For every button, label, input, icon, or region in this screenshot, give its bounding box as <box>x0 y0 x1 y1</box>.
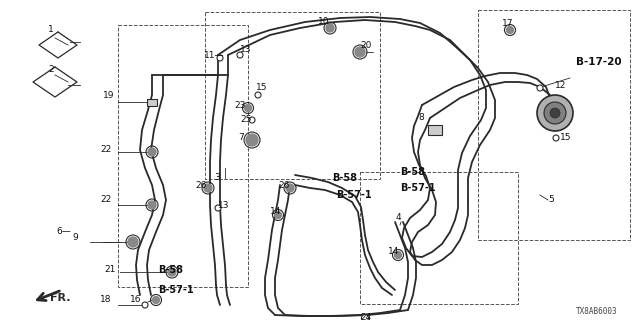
Circle shape <box>506 27 513 34</box>
Text: 26: 26 <box>278 180 289 189</box>
Circle shape <box>128 237 138 247</box>
Text: 19: 19 <box>103 92 115 100</box>
Text: 1: 1 <box>48 26 54 35</box>
Circle shape <box>275 212 282 219</box>
Bar <box>360 172 518 304</box>
Bar <box>428 125 442 135</box>
Text: 17: 17 <box>502 20 513 28</box>
Text: B-58: B-58 <box>332 173 357 183</box>
Circle shape <box>249 117 255 123</box>
Text: B-57-1: B-57-1 <box>158 285 194 295</box>
Circle shape <box>286 184 294 192</box>
Text: 6—: 6— <box>56 228 71 236</box>
Text: B-57-1: B-57-1 <box>400 183 436 193</box>
Circle shape <box>152 297 159 303</box>
Circle shape <box>255 92 261 98</box>
Text: 18: 18 <box>100 295 111 305</box>
Text: 15: 15 <box>560 133 572 142</box>
Text: 20: 20 <box>360 42 371 51</box>
Text: TX8AB6003: TX8AB6003 <box>577 307 618 316</box>
Text: 2: 2 <box>48 66 54 75</box>
Text: 13: 13 <box>218 201 230 210</box>
Text: 3: 3 <box>214 173 220 182</box>
Text: 14: 14 <box>388 247 399 257</box>
Text: 8: 8 <box>418 114 424 123</box>
Bar <box>118 25 248 287</box>
Text: 10: 10 <box>318 18 330 27</box>
Circle shape <box>537 85 543 91</box>
Circle shape <box>246 134 258 146</box>
Text: 22: 22 <box>100 196 111 204</box>
Text: 14: 14 <box>270 207 282 217</box>
Circle shape <box>355 47 365 57</box>
Text: 16: 16 <box>130 295 141 305</box>
Bar <box>478 10 630 240</box>
Circle shape <box>244 105 252 111</box>
Text: 26: 26 <box>195 180 206 189</box>
Circle shape <box>148 148 156 156</box>
Circle shape <box>237 52 243 58</box>
Text: 15: 15 <box>256 84 268 92</box>
Text: 23: 23 <box>234 100 245 109</box>
Circle shape <box>394 252 401 259</box>
Text: FR.: FR. <box>50 293 70 303</box>
Circle shape <box>362 315 369 320</box>
Text: B-17-20: B-17-20 <box>576 57 621 67</box>
Circle shape <box>550 108 560 118</box>
Circle shape <box>553 135 559 141</box>
Circle shape <box>204 184 212 192</box>
Bar <box>205 12 380 179</box>
Circle shape <box>537 95 573 131</box>
Circle shape <box>148 201 156 209</box>
Text: 22: 22 <box>100 146 111 155</box>
Text: B-58: B-58 <box>158 265 183 275</box>
Text: 21: 21 <box>104 266 115 275</box>
Text: 5: 5 <box>548 196 554 204</box>
Bar <box>147 99 157 106</box>
Circle shape <box>215 205 221 211</box>
Text: 24: 24 <box>360 314 371 320</box>
Circle shape <box>217 55 223 61</box>
Text: 13: 13 <box>240 45 252 54</box>
Text: 25: 25 <box>240 116 252 124</box>
Text: 11—: 11— <box>204 51 225 60</box>
Circle shape <box>544 102 566 124</box>
Text: 4: 4 <box>396 213 402 222</box>
Text: 7: 7 <box>238 133 244 142</box>
Text: 12: 12 <box>555 81 566 90</box>
Text: B-57-1: B-57-1 <box>336 190 372 200</box>
Text: 9: 9 <box>72 234 77 243</box>
Circle shape <box>168 268 176 276</box>
Circle shape <box>142 302 148 308</box>
Circle shape <box>326 24 334 32</box>
Text: B-58: B-58 <box>400 167 425 177</box>
